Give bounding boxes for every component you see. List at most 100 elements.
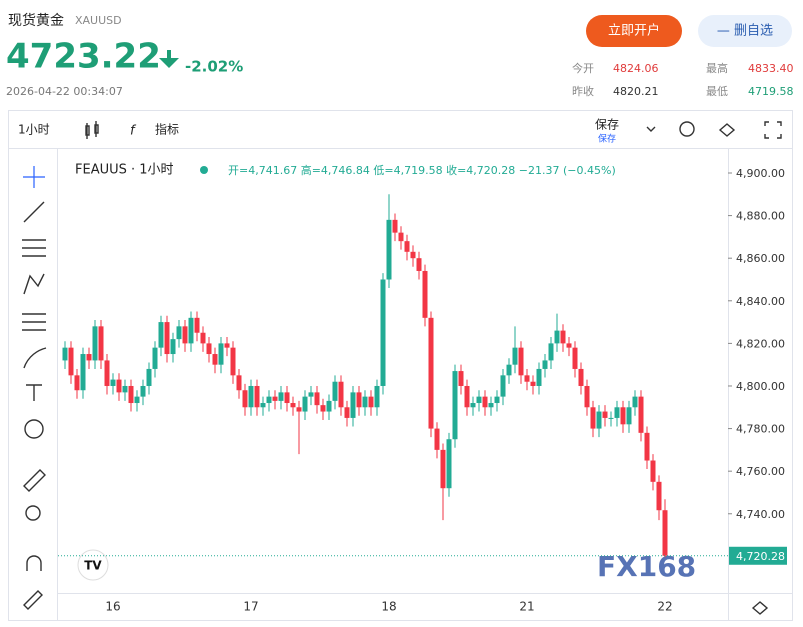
fib-tool[interactable] bbox=[22, 239, 46, 257]
ohlc-legend: 开=4,741.67 高=4,746.84 低=4,719.58 收=4,720… bbox=[228, 163, 616, 177]
candle-body bbox=[572, 347, 578, 369]
candle-body bbox=[206, 343, 212, 355]
down-arrow bbox=[159, 50, 179, 68]
x-tick-label: 22 bbox=[657, 600, 672, 614]
candle-body bbox=[92, 326, 98, 361]
candle-body bbox=[200, 332, 206, 344]
candle-body bbox=[278, 392, 284, 401]
axis-settings-icon[interactable] bbox=[751, 601, 769, 615]
candle-body bbox=[182, 326, 188, 344]
y-tick-label: 4,860.00 bbox=[736, 252, 785, 265]
x-tick-label: 17 bbox=[243, 600, 258, 614]
candle-body bbox=[128, 385, 134, 404]
brush-tool[interactable] bbox=[23, 347, 47, 369]
open-account-button[interactable]: 立即开户 bbox=[586, 15, 682, 47]
candle-body bbox=[464, 385, 470, 408]
y-tick-label: 4,820.00 bbox=[736, 337, 785, 350]
y-tick-label: 4,760.00 bbox=[736, 465, 785, 478]
candle-body bbox=[152, 347, 158, 369]
candle-body bbox=[362, 396, 368, 408]
settings-icon[interactable] bbox=[718, 123, 736, 137]
fullscreen-icon[interactable] bbox=[764, 121, 782, 139]
candle-body bbox=[356, 392, 362, 408]
candle-body bbox=[524, 375, 530, 382]
x-tick-label: 18 bbox=[381, 600, 396, 614]
y-tick-label: 4,800.00 bbox=[736, 380, 785, 393]
remove-watch-button[interactable]: — 删自选 bbox=[698, 15, 792, 47]
candle-body bbox=[482, 396, 488, 408]
candle-body bbox=[614, 407, 620, 418]
y-tick-label: 4,740.00 bbox=[736, 508, 785, 521]
projection-tool[interactable] bbox=[22, 313, 46, 331]
candle-body bbox=[434, 428, 440, 450]
candle-body bbox=[230, 347, 236, 376]
candle-body bbox=[662, 510, 668, 556]
alert-icon[interactable] bbox=[679, 121, 695, 137]
candle-body bbox=[404, 241, 410, 252]
chart-frame bbox=[8, 110, 793, 621]
candle-body bbox=[218, 343, 224, 365]
magnet-tool[interactable] bbox=[26, 555, 42, 571]
candle-body bbox=[638, 396, 644, 433]
stat-label: 昨收 bbox=[572, 84, 594, 98]
fx-icon: f bbox=[130, 124, 137, 139]
candle-body bbox=[650, 460, 656, 482]
candle-body bbox=[632, 396, 638, 408]
save-menu-icon[interactable] bbox=[646, 126, 656, 132]
candle-body bbox=[338, 381, 344, 408]
candle-body bbox=[500, 375, 506, 397]
candle-body bbox=[74, 375, 80, 391]
candle-body bbox=[620, 407, 626, 425]
candle-body bbox=[248, 385, 254, 408]
candle-body bbox=[344, 407, 350, 418]
crosshair-tool[interactable] bbox=[23, 166, 45, 188]
ruler-tool[interactable] bbox=[23, 469, 46, 492]
y-tick-label: 4,840.00 bbox=[736, 295, 785, 308]
pattern-tool[interactable] bbox=[23, 273, 45, 295]
candle-body bbox=[158, 322, 164, 348]
candle-body bbox=[380, 279, 386, 386]
x-tick-label: 21 bbox=[519, 600, 534, 614]
candle-body bbox=[626, 407, 632, 425]
candle-body bbox=[428, 317, 434, 429]
candle-body bbox=[566, 343, 572, 348]
text-tool[interactable] bbox=[26, 384, 42, 401]
candle-body bbox=[266, 396, 272, 404]
candle-body bbox=[530, 381, 536, 386]
save[interactable]: 保存 bbox=[595, 118, 619, 132]
watermark: FX168 bbox=[597, 550, 696, 583]
lock-tool[interactable] bbox=[23, 590, 43, 610]
zoom-tool[interactable] bbox=[25, 505, 41, 521]
candle-body bbox=[656, 481, 662, 511]
candle-body bbox=[98, 326, 104, 361]
interval[interactable]: 1小时 bbox=[18, 123, 50, 137]
candle-body bbox=[110, 379, 116, 386]
emoji-tool[interactable] bbox=[24, 419, 44, 439]
last-price-tag bbox=[729, 546, 787, 565]
candle-body bbox=[392, 219, 398, 233]
candle-body bbox=[584, 385, 590, 408]
candle-body bbox=[314, 392, 320, 406]
candle-body bbox=[548, 343, 554, 361]
candle-body bbox=[470, 403, 476, 408]
candle-body bbox=[320, 405, 326, 412]
candle-body bbox=[164, 322, 170, 355]
stat-label: 最高 bbox=[706, 61, 728, 75]
candle-body bbox=[332, 381, 338, 401]
candle-body bbox=[512, 347, 518, 365]
button-bg bbox=[698, 15, 792, 47]
candle-body bbox=[146, 368, 152, 386]
candle-type-icon[interactable] bbox=[85, 121, 99, 139]
candle-body bbox=[302, 396, 308, 412]
stat-value: 4820.21 bbox=[613, 85, 659, 98]
candle-body bbox=[386, 219, 392, 280]
save-sub: 保存 bbox=[598, 133, 616, 145]
candle-body bbox=[188, 317, 194, 344]
candle-body bbox=[122, 385, 128, 393]
candle-body bbox=[452, 371, 458, 440]
candle-body bbox=[176, 326, 182, 340]
candle-body bbox=[140, 385, 146, 397]
stat-label: 今开 bbox=[572, 61, 594, 75]
indicator[interactable]: 指标 bbox=[155, 122, 179, 137]
trend-line-tool[interactable] bbox=[23, 201, 45, 223]
